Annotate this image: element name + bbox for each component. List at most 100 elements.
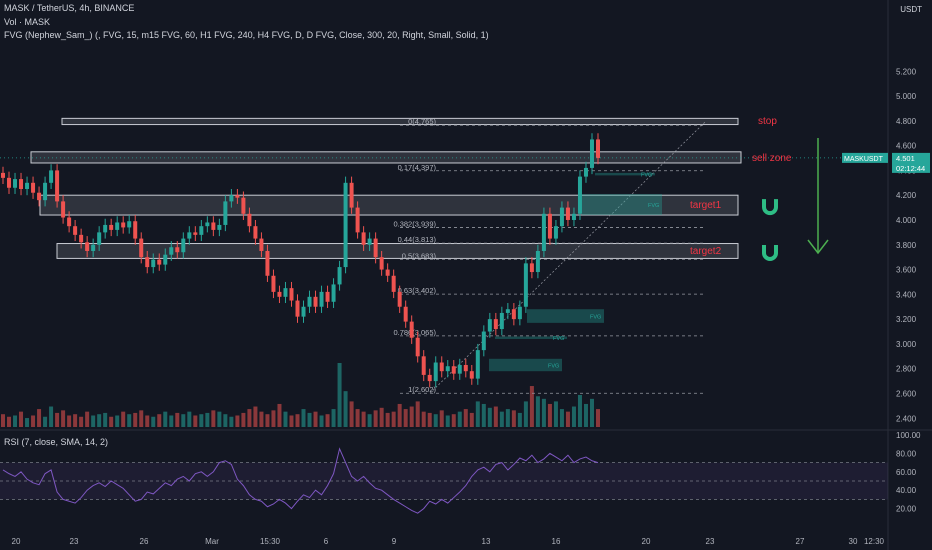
volume-bar bbox=[247, 409, 252, 427]
time-tick-label: 12:30 bbox=[864, 537, 885, 546]
volume-bar bbox=[91, 415, 96, 427]
candle-body bbox=[439, 362, 444, 372]
candle-body bbox=[385, 269, 390, 276]
volume-bar bbox=[367, 414, 372, 427]
fvg-label: FVG bbox=[548, 363, 559, 369]
rsi-tick-label: 60.00 bbox=[896, 468, 917, 477]
volume-bar bbox=[115, 415, 120, 427]
volume-bar bbox=[523, 401, 528, 427]
candle-body bbox=[355, 207, 360, 233]
candle-body bbox=[517, 306, 522, 320]
volume-bar bbox=[133, 412, 138, 427]
volume-bar bbox=[259, 411, 264, 427]
candle-body bbox=[199, 226, 204, 235]
volume-bar bbox=[277, 403, 282, 427]
volume-bar bbox=[13, 415, 18, 427]
zone-4 bbox=[56, 243, 739, 259]
volume-bar bbox=[499, 411, 504, 427]
candle-body bbox=[193, 232, 198, 235]
symbol-tag-text: MASKUSDT bbox=[844, 156, 884, 163]
volume-bar bbox=[457, 411, 462, 427]
candle-body bbox=[403, 306, 408, 322]
price-tick-label: 5.000 bbox=[896, 92, 917, 101]
candle-body bbox=[181, 238, 186, 253]
volume-bar bbox=[541, 398, 546, 427]
volume-bar bbox=[7, 416, 12, 427]
candle-body bbox=[343, 182, 348, 268]
volume-bar bbox=[181, 414, 186, 427]
candle-body bbox=[433, 362, 438, 382]
fvg-label: FVG bbox=[590, 315, 601, 321]
volume-bar bbox=[361, 411, 366, 427]
volume-bar bbox=[49, 406, 54, 427]
candle-body bbox=[277, 291, 282, 297]
volume-bar bbox=[307, 412, 312, 427]
volume-bar bbox=[265, 414, 270, 427]
candle-body bbox=[529, 263, 534, 273]
fib-level-label: 0.786(3.065) bbox=[393, 328, 436, 337]
volume-bar bbox=[475, 401, 480, 427]
fvg-label: FVG bbox=[641, 173, 652, 179]
candle-body bbox=[115, 222, 120, 230]
volume-bar bbox=[37, 409, 42, 427]
candle-body bbox=[397, 291, 402, 307]
volume-bar bbox=[535, 396, 540, 427]
candle-body bbox=[421, 356, 426, 375]
volume-bar bbox=[145, 415, 150, 427]
time-tick-label: 9 bbox=[392, 537, 397, 546]
volume-bar bbox=[19, 411, 24, 427]
volume-bar bbox=[331, 409, 336, 427]
candle-body bbox=[511, 309, 516, 320]
candle-body bbox=[589, 139, 594, 168]
currency-label: USDT bbox=[900, 5, 922, 14]
time-tick-label: 23 bbox=[70, 537, 79, 546]
volume-bar bbox=[397, 403, 402, 427]
volume-bar bbox=[25, 418, 30, 427]
volume-bar bbox=[289, 415, 294, 427]
magnet-icon bbox=[762, 244, 778, 261]
price-tick-label: 3.200 bbox=[896, 315, 917, 324]
fib-level-label: 0.382(3.939) bbox=[393, 220, 436, 229]
price-tick-label: 2.800 bbox=[896, 365, 917, 374]
volume-bar bbox=[235, 415, 240, 427]
volume-bar bbox=[373, 410, 378, 427]
volume-bar bbox=[559, 409, 564, 427]
volume-bar bbox=[577, 395, 582, 427]
volume-label: Vol · MASK bbox=[4, 17, 51, 27]
volume-bar bbox=[283, 411, 288, 427]
price-tick-label: 4.200 bbox=[896, 191, 917, 200]
candle-body bbox=[217, 224, 222, 230]
volume-bar bbox=[295, 414, 300, 427]
fvg-box bbox=[489, 358, 562, 372]
volume-bar bbox=[319, 415, 324, 427]
candle-body bbox=[481, 331, 486, 351]
candle-body bbox=[229, 195, 234, 202]
price-tick-label: 4.800 bbox=[896, 117, 917, 126]
candle-body bbox=[49, 170, 54, 183]
candle-body bbox=[307, 296, 312, 307]
volume-bar bbox=[103, 412, 108, 427]
volume-bar bbox=[85, 411, 90, 427]
volume-bar bbox=[355, 409, 360, 427]
fvg-box bbox=[595, 172, 655, 176]
volume-bar bbox=[385, 412, 390, 427]
fvg-label: FVG bbox=[553, 336, 564, 342]
candle-body bbox=[325, 291, 330, 302]
candle-body bbox=[61, 201, 66, 218]
candle-body bbox=[145, 257, 150, 268]
volume-bar bbox=[589, 398, 594, 427]
fvg-box bbox=[495, 336, 567, 339]
candle-body bbox=[127, 221, 132, 228]
candle-body bbox=[79, 234, 84, 243]
fib-trend-line bbox=[429, 121, 706, 394]
countdown-text: 02:12:44 bbox=[896, 164, 925, 173]
rsi-tick-label: 20.00 bbox=[896, 505, 917, 514]
time-tick-label: 20 bbox=[642, 537, 651, 546]
volume-bar bbox=[169, 415, 174, 427]
volume-bar bbox=[427, 412, 432, 427]
candle-body bbox=[499, 312, 504, 330]
volume-bar bbox=[223, 414, 228, 427]
volume-bar bbox=[481, 403, 486, 427]
volume-bar bbox=[109, 416, 114, 427]
